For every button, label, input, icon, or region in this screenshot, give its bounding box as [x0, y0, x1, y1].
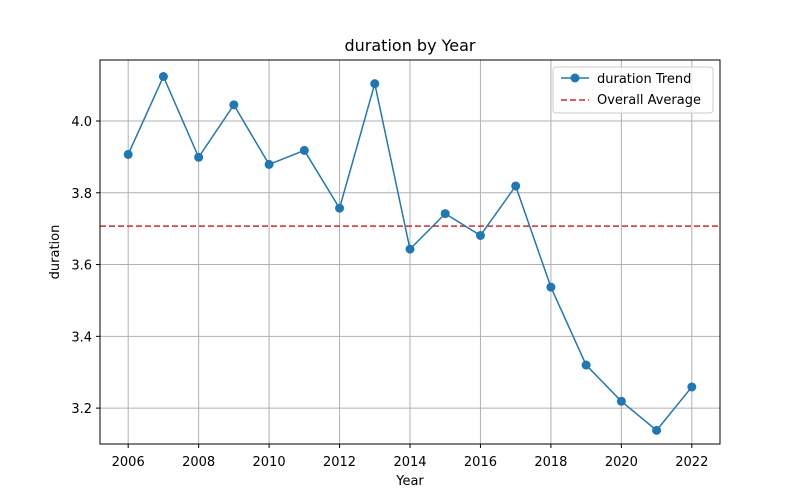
- data-point: [616, 396, 626, 406]
- x-tick-label: 2008: [182, 455, 215, 470]
- y-axis-ticks: 3.2 3.4 3.6 3.8 4.0: [71, 115, 100, 417]
- x-tick-label: 2006: [112, 455, 145, 470]
- legend: duration Trend Overall Average: [552, 66, 714, 114]
- x-tick-label: 2018: [534, 455, 567, 470]
- legend-label-duration-trend: duration Trend: [597, 72, 691, 87]
- data-point: [264, 159, 274, 169]
- data-point: [475, 230, 485, 240]
- y-tick-label: 3.4: [71, 330, 92, 345]
- series-layer: [123, 72, 697, 435]
- x-tick-label: 2016: [464, 455, 497, 470]
- data-point: [194, 152, 204, 162]
- data-point: [370, 79, 380, 89]
- data-point: [229, 100, 239, 110]
- x-axis-label: Year: [395, 474, 424, 489]
- data-point: [158, 72, 168, 82]
- data-point: [335, 203, 345, 213]
- chart-title: duration by Year: [345, 36, 476, 55]
- y-axis-label: duration: [48, 225, 63, 280]
- x-axis-ticks: 2006 2008 2010 2012 2014 2016 2018 2020 2022: [112, 444, 708, 470]
- x-tick-label: 2012: [323, 455, 356, 470]
- data-point: [652, 425, 662, 435]
- data-point: [581, 360, 591, 370]
- y-tick-label: 3.2: [71, 402, 92, 417]
- x-tick-label: 2020: [605, 455, 638, 470]
- legend-box: [552, 66, 714, 114]
- data-point: [123, 149, 133, 159]
- x-tick-label: 2022: [675, 455, 708, 470]
- data-point: [405, 244, 415, 254]
- legend-marker-duration-trend: [570, 73, 580, 83]
- data-point: [687, 382, 697, 392]
- y-tick-label: 3.6: [71, 259, 92, 274]
- data-point: [299, 145, 309, 155]
- data-point: [511, 181, 521, 191]
- y-tick-label: 3.8: [71, 187, 92, 202]
- data-point: [440, 209, 450, 219]
- y-tick-label: 4.0: [71, 115, 92, 130]
- grid: [100, 60, 720, 444]
- x-tick-label: 2014: [393, 455, 426, 470]
- data-point: [546, 282, 556, 292]
- x-tick-label: 2010: [253, 455, 286, 470]
- legend-label-overall-average: Overall Average: [597, 93, 701, 108]
